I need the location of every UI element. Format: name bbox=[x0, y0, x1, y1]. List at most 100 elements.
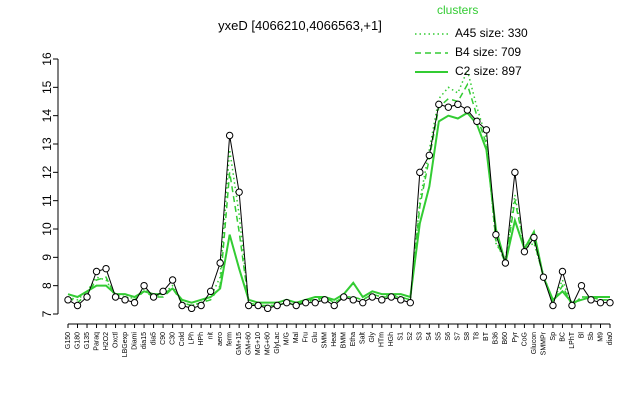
x-tick-label: BMM bbox=[341, 332, 348, 349]
x-tick-label: Salt bbox=[360, 332, 367, 344]
x-tick-label: MG+60 bbox=[265, 332, 272, 355]
cluster-line bbox=[67, 111, 610, 304]
expression-line bbox=[67, 103, 610, 309]
x-tick-label: C30 bbox=[169, 332, 176, 345]
chart-title: yxeD [4066210,4066563,+1] bbox=[218, 18, 382, 33]
x-tick-label: G135 bbox=[84, 332, 91, 349]
x-tick-label: S6 bbox=[445, 332, 452, 341]
x-tick-label: GlyLac bbox=[274, 332, 281, 354]
x-tick-label: GM+15 bbox=[236, 332, 243, 355]
x-tick-label: LPh bbox=[188, 332, 195, 345]
cluster-line bbox=[67, 67, 610, 307]
x-tick-label: Pyr bbox=[512, 331, 519, 342]
x-tick-label: S1 bbox=[398, 332, 405, 341]
x-tick-label: C90 bbox=[160, 332, 167, 345]
x-tick-label: LPhT bbox=[569, 331, 576, 348]
data-point bbox=[435, 100, 443, 109]
data-point bbox=[568, 301, 576, 310]
x-tick-label: Diami bbox=[131, 332, 138, 350]
data-point bbox=[473, 117, 481, 126]
data-point bbox=[596, 298, 605, 307]
x-tick-label: Heat bbox=[331, 332, 338, 347]
data-point bbox=[121, 296, 129, 304]
data-point bbox=[321, 296, 329, 304]
x-tick-label: dia5 bbox=[150, 332, 157, 345]
data-point bbox=[444, 103, 453, 111]
data-point bbox=[425, 151, 434, 160]
data-point bbox=[83, 293, 91, 301]
x-tick-label: H2O2 bbox=[103, 332, 110, 350]
x-tick-label: Glucon bbox=[531, 332, 538, 354]
data-point bbox=[102, 264, 110, 273]
x-tick-label: M/G bbox=[284, 332, 291, 345]
data-point bbox=[178, 301, 186, 310]
data-point bbox=[168, 276, 177, 284]
data-point bbox=[387, 293, 395, 301]
x-tick-label: Bl bbox=[578, 332, 585, 339]
data-point bbox=[216, 259, 224, 267]
x-tick-label: Sb bbox=[588, 332, 595, 341]
x-tick-label: Sp bbox=[550, 332, 557, 341]
data-point bbox=[73, 301, 82, 310]
data-point bbox=[311, 298, 319, 307]
legend-title: clusters bbox=[437, 3, 478, 17]
data-point bbox=[359, 298, 367, 307]
data-point bbox=[549, 301, 557, 310]
data-point bbox=[587, 296, 595, 304]
data-point bbox=[406, 298, 415, 307]
y-tick-label: 7 bbox=[40, 310, 54, 317]
x-tick-label: Mal bbox=[293, 332, 300, 344]
data-point bbox=[463, 106, 472, 114]
data-point bbox=[263, 304, 272, 313]
data-point bbox=[92, 267, 101, 276]
x-tick-label: dia0 bbox=[607, 332, 614, 345]
data-point bbox=[330, 301, 338, 310]
legend-label: A45 size: 330 bbox=[455, 26, 528, 40]
data-point bbox=[606, 298, 614, 307]
x-tick-label: HGh bbox=[388, 332, 395, 347]
y-tick-label: 10 bbox=[40, 222, 54, 236]
x-tick-label: Fru bbox=[303, 332, 310, 343]
x-tick-label: MG+10 bbox=[255, 332, 262, 355]
x-tick-label: Oxctl bbox=[112, 332, 119, 348]
x-tick-label: G180 bbox=[74, 332, 81, 349]
data-point bbox=[235, 188, 243, 196]
x-tick-label: SMMPr bbox=[540, 331, 547, 355]
x-tick-label: S8 bbox=[464, 332, 471, 341]
x-tick-label: Glu bbox=[312, 332, 319, 343]
x-tick-label: Paraq bbox=[93, 332, 100, 351]
y-tick-label: 11 bbox=[40, 194, 54, 207]
data-point bbox=[302, 298, 310, 307]
x-tick-label: Gly bbox=[369, 332, 376, 343]
x-tick-label: B36 bbox=[493, 332, 500, 345]
data-point bbox=[254, 301, 262, 310]
data-point bbox=[492, 230, 500, 239]
x-tick-label: BC bbox=[559, 332, 566, 342]
data-point bbox=[111, 293, 120, 301]
data-point bbox=[539, 273, 548, 281]
data-point bbox=[225, 131, 234, 140]
data-point bbox=[397, 296, 405, 304]
x-tick-label: CoG bbox=[521, 332, 528, 346]
x-tick-label: G150 bbox=[65, 332, 72, 349]
data-point bbox=[482, 126, 491, 134]
x-tick-label: M9 bbox=[597, 332, 604, 342]
y-tick-label: 14 bbox=[40, 109, 54, 123]
y-tick-label: 16 bbox=[40, 52, 54, 66]
data-point bbox=[64, 296, 72, 304]
x-tick-label: S7 bbox=[455, 332, 462, 341]
x-tick-label: Etha bbox=[350, 332, 357, 347]
data-point bbox=[273, 301, 281, 310]
data-point bbox=[416, 168, 424, 177]
x-tick-label: HTm bbox=[379, 332, 386, 347]
x-tick-label: LBGexp bbox=[122, 332, 129, 357]
data-point bbox=[368, 293, 376, 301]
x-tick-label: S3 bbox=[417, 332, 424, 341]
cluster-line bbox=[67, 82, 610, 307]
y-tick-label: 8 bbox=[40, 282, 54, 289]
y-tick-label: 13 bbox=[40, 137, 54, 151]
y-tick-label: 12 bbox=[40, 165, 54, 179]
data-point bbox=[378, 296, 386, 304]
